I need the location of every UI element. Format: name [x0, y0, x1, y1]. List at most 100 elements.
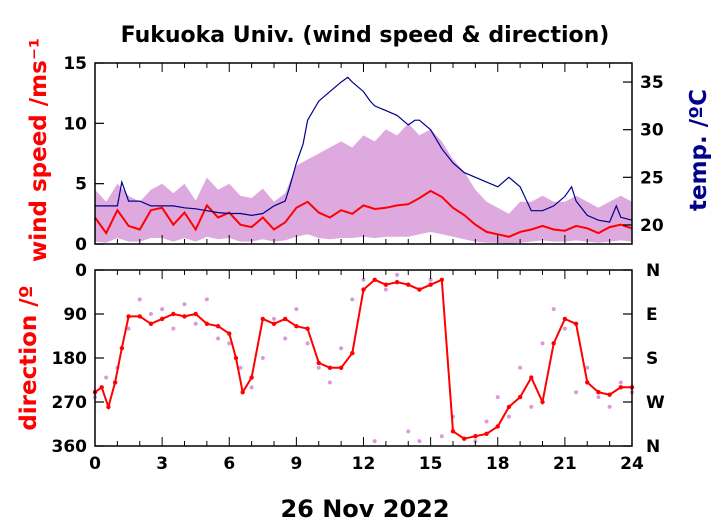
direction-scatter-point — [372, 439, 377, 444]
wind-speed-axis-label: wind speed /ms⁻¹ — [26, 38, 52, 262]
direction-point — [618, 385, 624, 390]
direction-point — [305, 326, 310, 331]
wind-speed-tick-label: 5 — [75, 175, 87, 195]
direction-tick-label: 180 — [52, 349, 88, 369]
direction-point — [596, 390, 601, 395]
direction-point — [461, 436, 467, 441]
temperature-axis-label: temp. /ºC — [686, 89, 712, 211]
compass-tick-label: W — [646, 393, 665, 413]
direction-point — [171, 311, 176, 317]
gust-band-series — [95, 123, 632, 244]
direction-panel: 0 N 90 E 180 S 270 W 360 N 0 3 6 9 12 15 18 21 24 — [52, 261, 666, 474]
direction-scatter-point — [216, 336, 221, 341]
direction-point — [99, 385, 104, 390]
direction-scatter-point — [316, 365, 321, 370]
direction-point — [573, 321, 579, 326]
direction-scatter-point — [260, 356, 265, 360]
direction-point — [233, 355, 239, 361]
direction-scatter-point — [227, 341, 232, 346]
direction-scatter-point — [529, 404, 534, 409]
direction-scatter-point — [596, 395, 601, 400]
direction-point — [119, 346, 125, 351]
time-tick-label: 18 — [486, 454, 510, 474]
direction-scatter-point — [428, 277, 433, 282]
direction-tick-label: 90 — [63, 305, 87, 325]
direction-point — [159, 316, 165, 322]
direction-point — [112, 380, 118, 385]
direction-scatter-point — [506, 414, 511, 419]
direction-point — [106, 404, 111, 410]
direction-point — [240, 390, 245, 395]
time-tick-label: 15 — [419, 454, 443, 474]
direction-scatter-point — [238, 365, 243, 370]
direction-point — [282, 316, 288, 322]
direction-scatter-point — [327, 380, 332, 385]
direction-point — [260, 316, 266, 322]
date-label: 26 Nov 2022 — [280, 495, 449, 523]
temperature-series — [95, 76, 633, 223]
direction-scatter-point — [294, 307, 299, 312]
direction-point — [126, 314, 131, 319]
chart-title: Fukuoka Univ. (wind speed & direction) — [121, 23, 610, 48]
direction-point — [338, 365, 344, 370]
direction-scatter-point — [574, 390, 579, 395]
direction-point — [562, 316, 568, 322]
temperature-tick-label: 30 — [640, 121, 664, 141]
time-tick-label: 6 — [223, 454, 235, 474]
compass-tick-label: E — [646, 305, 658, 325]
direction-point — [484, 431, 489, 436]
direction-point — [148, 321, 154, 326]
direction-point — [607, 392, 612, 397]
wind-speed-series — [94, 189, 633, 238]
direction-point — [406, 282, 411, 287]
direction-scatter-point — [339, 346, 344, 351]
direction-point — [585, 380, 590, 385]
direction-scatter-point — [171, 326, 176, 331]
direction-scatter-point — [160, 307, 165, 312]
time-tick-label: 21 — [553, 454, 577, 474]
time-tick-label: 12 — [352, 454, 376, 474]
direction-scatter-point — [406, 429, 411, 434]
direction-scatter-point — [283, 336, 288, 341]
direction-scatter-point — [193, 321, 198, 326]
direction-point — [316, 360, 321, 366]
direction-scatter-point — [562, 326, 567, 331]
temperature-tick-label: 35 — [640, 73, 664, 93]
time-tick-label: 3 — [156, 454, 168, 474]
direction-scatter-point — [551, 307, 556, 312]
direction-point — [361, 287, 366, 292]
direction-point — [215, 324, 221, 329]
wind-speed-tick-label: 0 — [75, 235, 87, 255]
direction-point — [350, 350, 355, 356]
compass-tick-label: S — [646, 349, 658, 369]
compass-tick-label: N — [646, 437, 660, 457]
direction-point — [372, 277, 377, 282]
compass-tick-label: N — [646, 261, 660, 281]
direction-scatter-point — [148, 312, 153, 316]
direction-scatter-point — [495, 395, 500, 400]
direction-point — [417, 287, 422, 292]
direction-scatter-point — [417, 439, 422, 444]
direction-scatter-point — [518, 365, 523, 370]
direction-point — [294, 324, 299, 329]
direction-scatter-point — [249, 385, 254, 390]
direction-point — [439, 277, 445, 282]
wind-speed-tick-label: 10 — [63, 114, 87, 134]
direction-point — [271, 321, 277, 326]
direction-scatter-point — [607, 404, 612, 409]
direction-scatter-point — [182, 302, 187, 307]
direction-point — [495, 424, 500, 429]
direction-point — [450, 429, 456, 434]
direction-point — [529, 375, 534, 380]
time-tick-label: 9 — [290, 454, 302, 474]
direction-scatter-point — [395, 272, 400, 277]
direction-point — [473, 434, 478, 439]
direction-tick-label: 270 — [52, 393, 88, 413]
temperature-tick-label: 20 — [640, 216, 664, 236]
direction-scatter-point — [126, 326, 131, 331]
direction-scatter-point — [350, 297, 355, 302]
direction-point — [540, 399, 545, 405]
wind-speed-panel: 0 5 10 15 20 25 30 35 — [63, 54, 664, 255]
direction-series — [94, 278, 632, 440]
